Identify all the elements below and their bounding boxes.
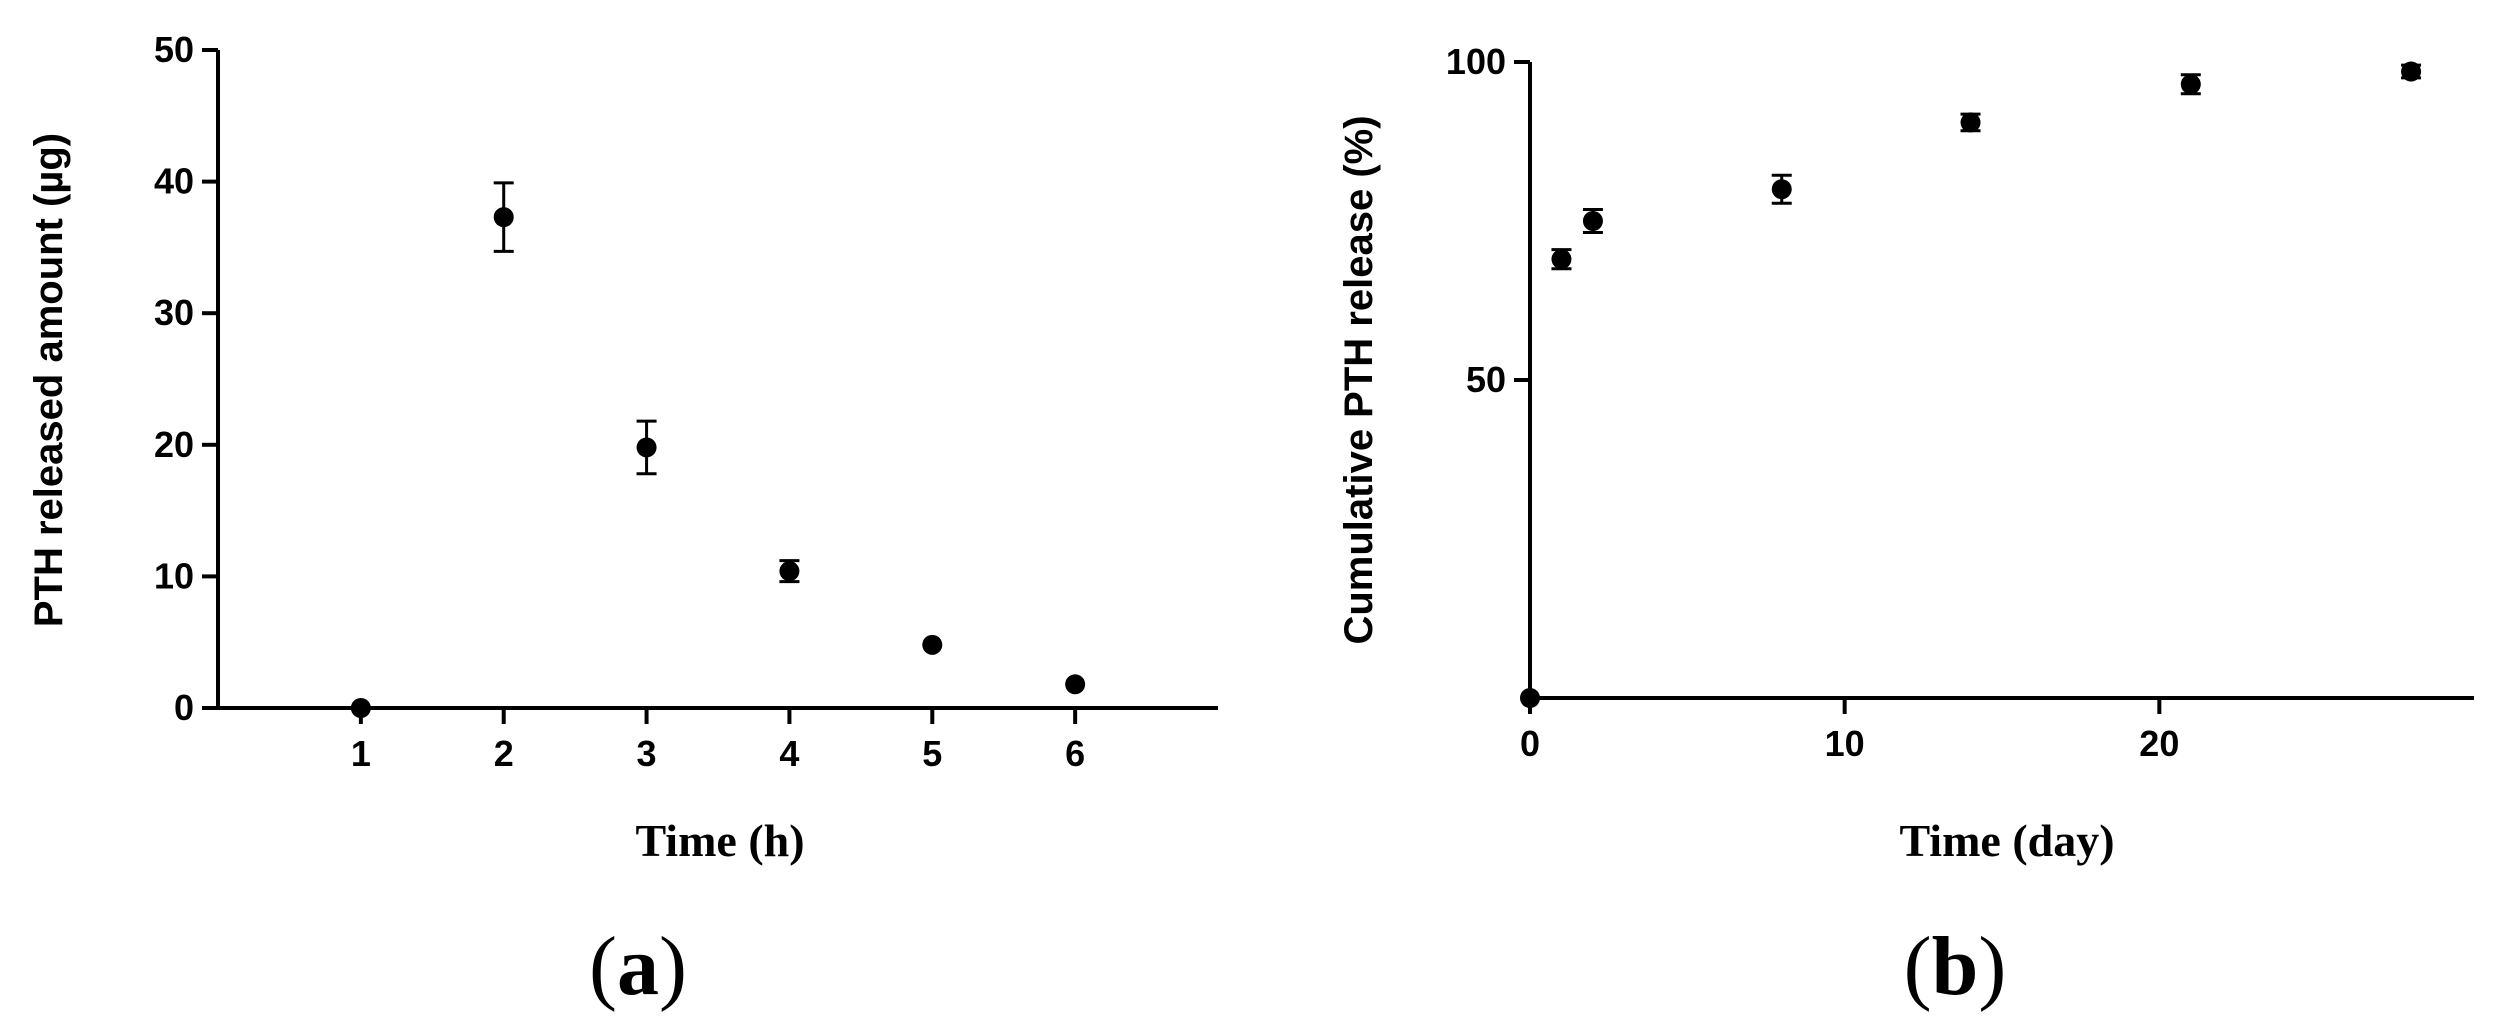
panel-a-y-tick-label: 40 xyxy=(154,161,194,202)
panel-a-y-tick-label: 10 xyxy=(154,555,194,596)
panel-b-data-point xyxy=(2401,61,2422,82)
panel-a-data-point xyxy=(350,698,371,718)
panel-a-y-tick-label: 50 xyxy=(154,29,194,70)
panel-b-data-point xyxy=(1771,179,1792,200)
panel-b-data-point xyxy=(1520,688,1540,708)
panel-a-data-point xyxy=(922,634,943,655)
panel-b-x-tick-label: 0 xyxy=(1520,723,1540,764)
panel-b-x-tick-label: 20 xyxy=(2139,723,2179,764)
panel-a-chart: PTH released amount (µg) Time (h) (a) 0 1… xyxy=(27,29,1218,1013)
panel-a-y-axis-label: PTH released amount (µg) xyxy=(27,133,71,627)
panel-b-y-tick-label: 100 xyxy=(1446,41,1506,82)
panel-a-x-tick-label: 3 xyxy=(637,733,657,774)
panel-a-y-tick-label: 0 xyxy=(174,687,194,728)
panel-b-y-tick-label: 50 xyxy=(1466,359,1506,400)
panel-b-x-axis-label: Time (day) xyxy=(1899,815,2114,866)
panel-a-x-tick-label: 5 xyxy=(922,733,942,774)
panel-a-y-tick-label: 30 xyxy=(154,292,194,333)
panel-b-data-point xyxy=(1582,211,1603,231)
panel-b-label: (b) xyxy=(1904,920,2007,1013)
panel-a-x-tick-label: 6 xyxy=(1065,733,1085,774)
panel-b-chart: Cumulative PTH release (%) Time (day) (b… xyxy=(1337,41,2474,1013)
panel-b-data-point xyxy=(1960,112,1981,133)
panel-b-y-axis-label: Cumulative PTH release (%) xyxy=(1337,115,1381,644)
panel-a-data-point xyxy=(636,437,657,458)
panel-a-data-point xyxy=(493,207,514,228)
panel-a-x-tick-label: 2 xyxy=(494,733,514,774)
panel-a-data-point xyxy=(1065,674,1086,695)
panel-b-data-point xyxy=(2180,74,2201,95)
panel-a-y-tick-label: 20 xyxy=(154,424,194,465)
panel-a-data-point xyxy=(779,561,800,582)
panel-a-label: (a) xyxy=(589,920,687,1013)
panel-b-x-tick-label: 10 xyxy=(1825,723,1865,764)
panel-a-x-axis-label: Time (h) xyxy=(635,815,804,866)
panel-b-data-point xyxy=(1551,249,1572,270)
panel-a-x-tick-label: 4 xyxy=(779,733,799,774)
panel-a-x-tick-label: 1 xyxy=(351,733,371,774)
